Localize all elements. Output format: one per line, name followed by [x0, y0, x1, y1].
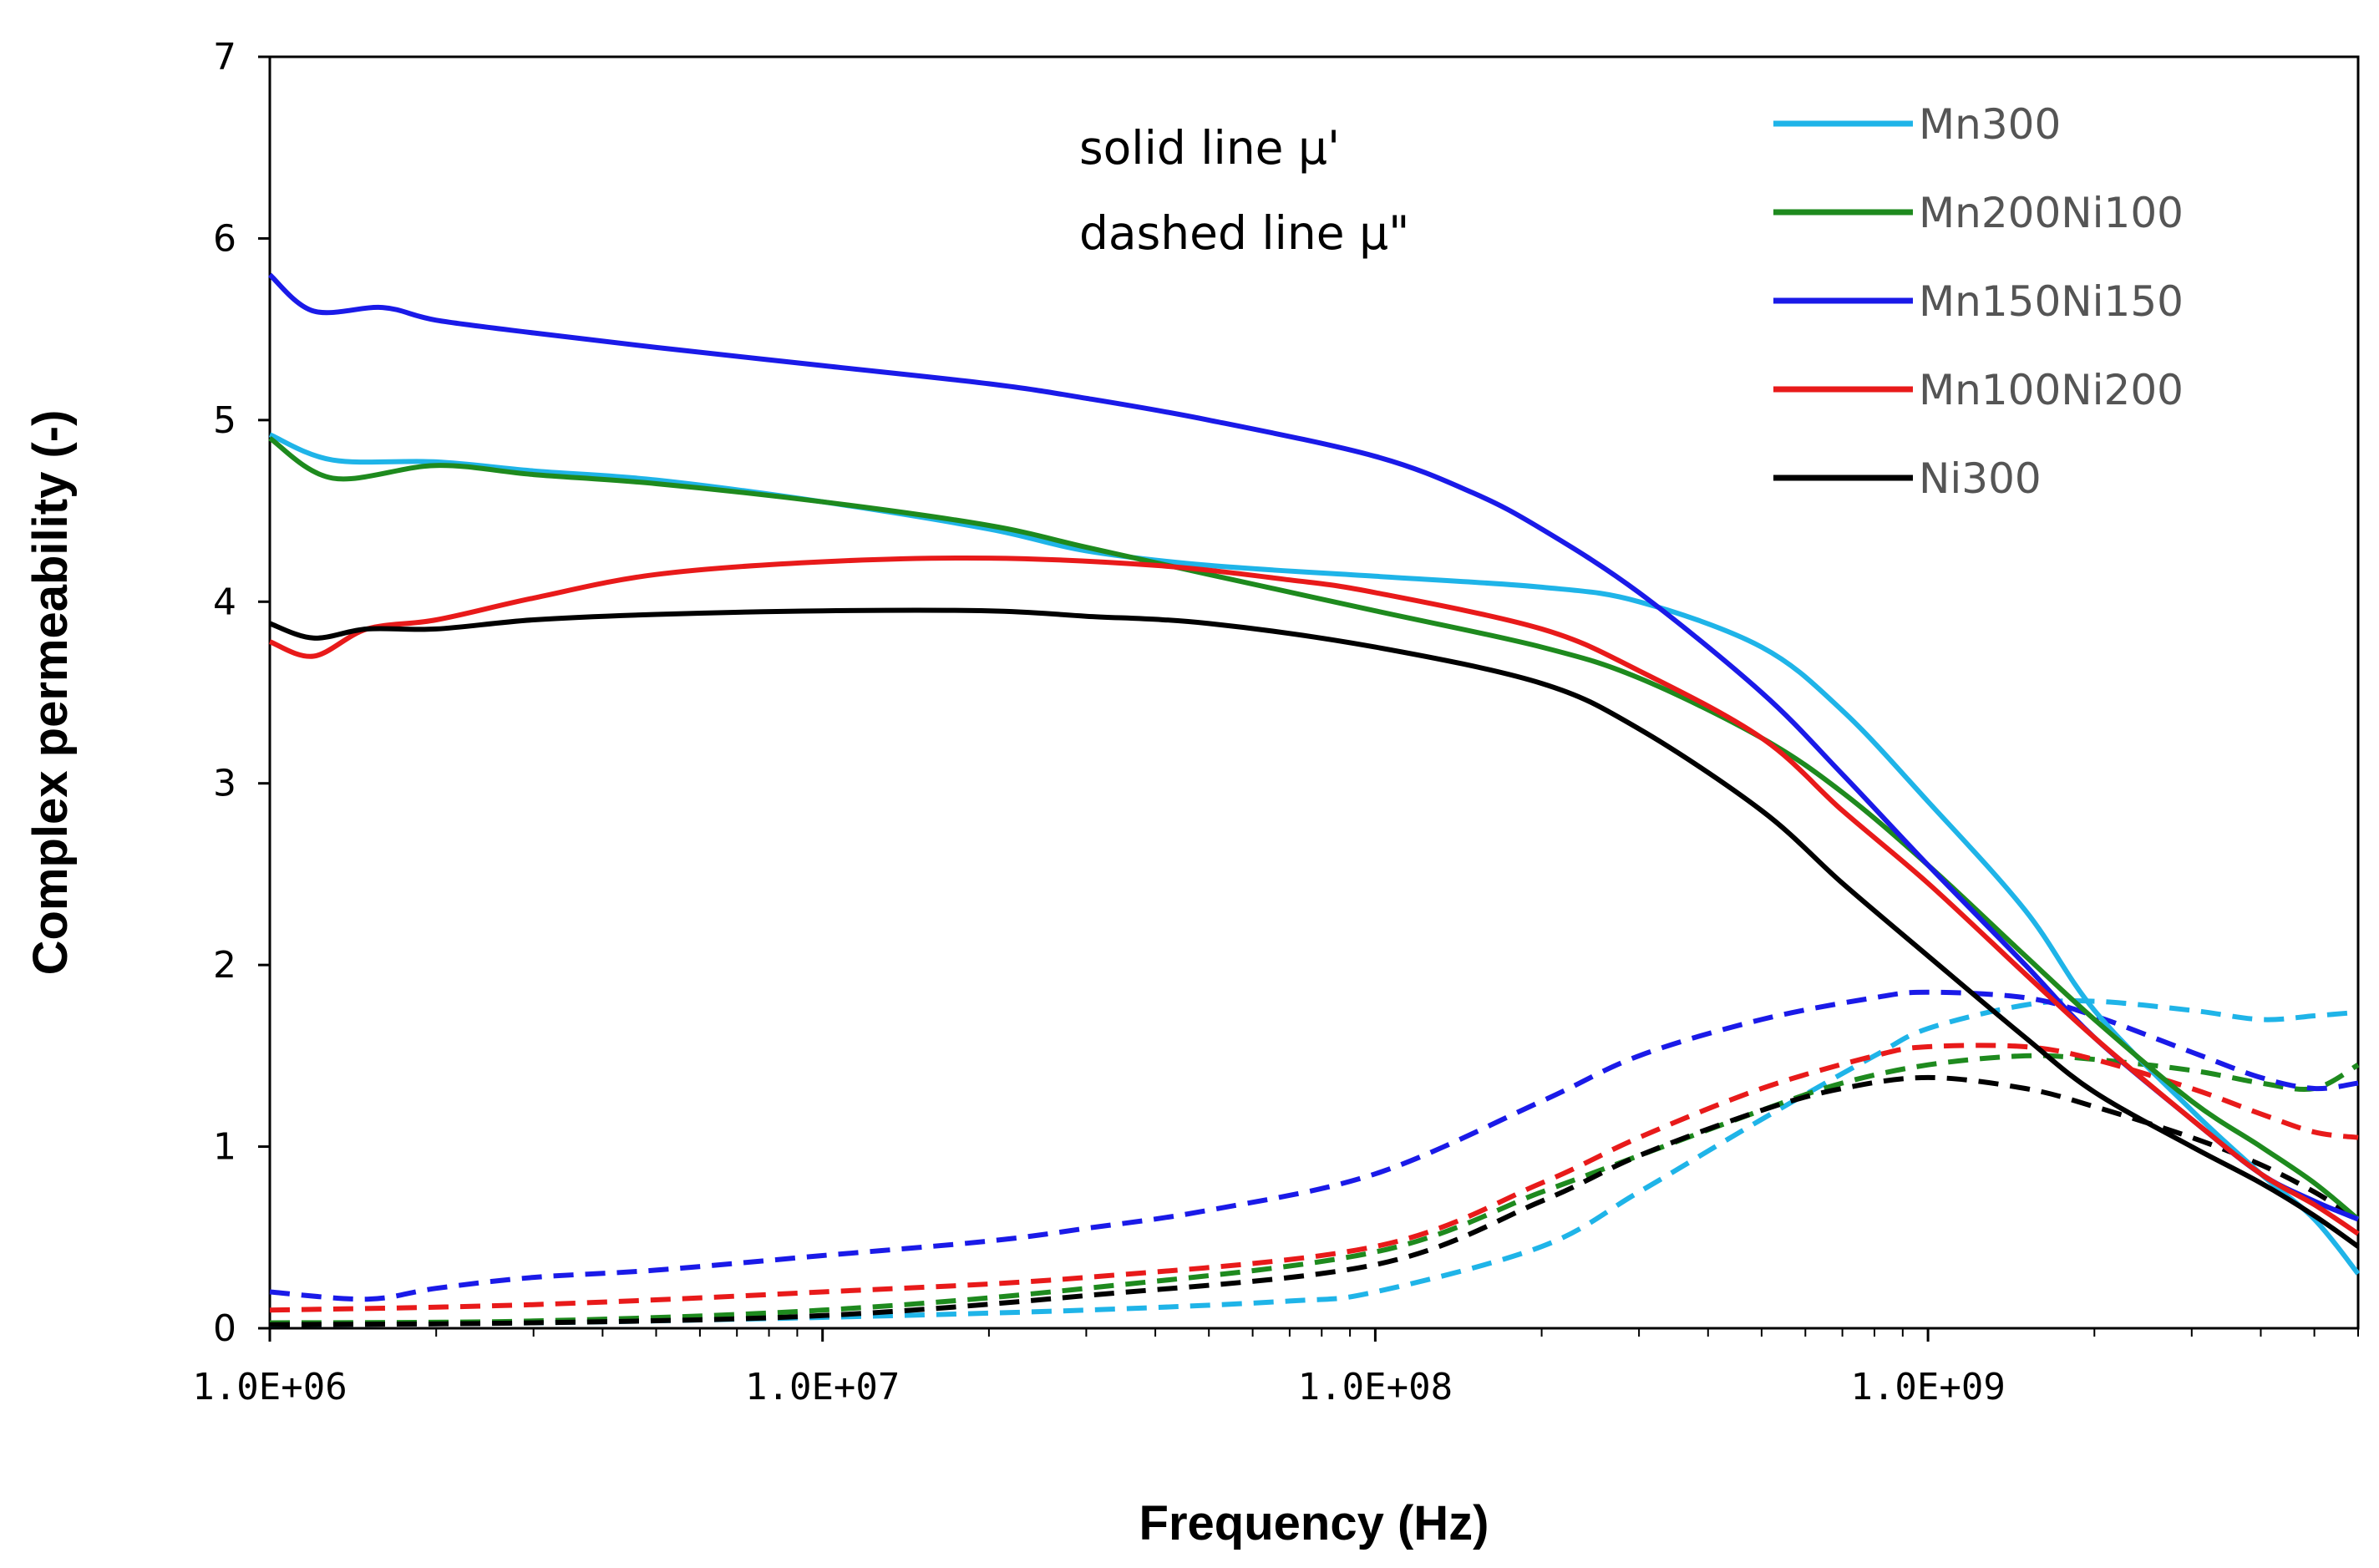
series-mn150ni150-mu-imag-line — [269, 989, 2359, 1302]
series-mn300-mu-real-line — [268, 432, 2361, 1276]
x-tick-label: 1.0E+08 — [1298, 1366, 1453, 1408]
legend-label: Mn200Ni100 — [1919, 189, 2184, 237]
annotation-solid-line: solid line μ' — [1079, 121, 1340, 175]
plot-frame — [268, 55, 2360, 1330]
y-tick-label: 6 — [213, 217, 236, 260]
series-mn200ni100-mu-real-line — [268, 436, 2360, 1221]
legend: Mn300 Mn200Ni100 Mn150Ni150 Mn100Ni200 Ni300 — [1773, 100, 2184, 503]
x-axis-title: Frequency (Hz) — [1139, 1496, 1489, 1550]
y-tick-label: 3 — [213, 763, 236, 805]
plot-area — [268, 55, 2360, 1330]
series-mn100ni200-mu-real-line — [268, 555, 2360, 1236]
legend-label: Ni300 — [1919, 454, 2042, 503]
y-axis-title: Complex permeability (-) — [23, 410, 78, 976]
series-ni300-mu-real-line — [268, 607, 2360, 1249]
series-mn200ni100-mu-imag-line — [269, 1053, 2360, 1326]
legend-label: Mn300 — [1919, 100, 2061, 149]
y-tick-label: 0 — [213, 1307, 236, 1350]
series-layer — [267, 272, 2361, 1327]
x-tick-label: 1.0E+07 — [745, 1366, 900, 1408]
ticks-layer: 0 1 2 3 4 5 6 7 1.0E+06 1.0E+07 1.0E+08 1.0E+09 — [192, 36, 2359, 1408]
legend-label: Mn100Ni200 — [1919, 366, 2184, 414]
y-tick-label: 2 — [213, 944, 236, 987]
x-tick-label: 1.0E+06 — [192, 1366, 347, 1408]
series-ni300-mu-imag-line — [269, 1074, 2360, 1327]
y-tick-label: 5 — [213, 399, 236, 442]
y-tick-label: 1 — [213, 1126, 236, 1169]
legend-label: Mn150Ni150 — [1919, 277, 2184, 326]
annotation-dashed-line: dashed line μ" — [1079, 206, 1409, 260]
y-tick-label: 4 — [213, 581, 236, 623]
y-tick-label: 7 — [213, 36, 236, 79]
x-tick-label: 1.0E+09 — [1850, 1366, 2005, 1408]
